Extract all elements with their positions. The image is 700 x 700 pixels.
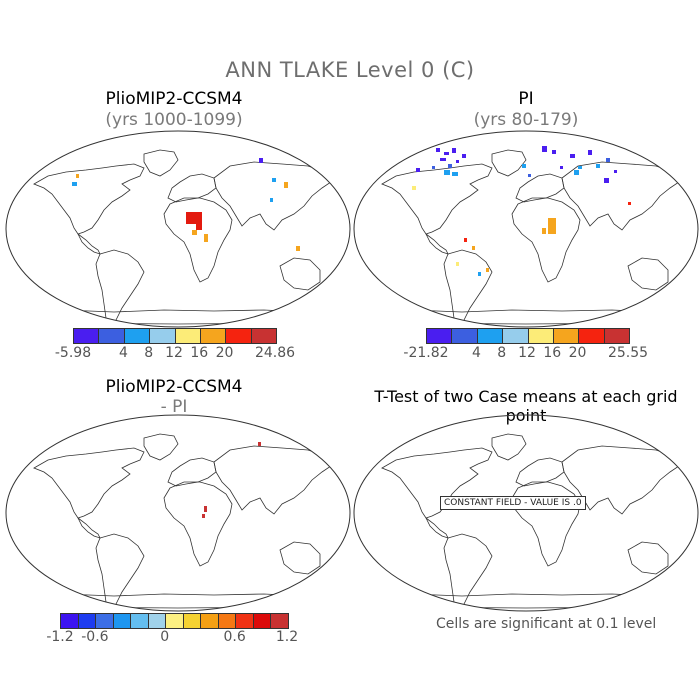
colorbar-swatch bbox=[477, 329, 504, 343]
colorbar-swatch bbox=[236, 614, 254, 628]
colorbar-tick-label: -5.98 bbox=[54, 345, 92, 361]
panel4-map bbox=[353, 414, 699, 612]
main-title: ANN TLAKE Level 0 (C) bbox=[225, 58, 475, 82]
colorbar-swatch bbox=[218, 614, 237, 628]
panel3-subtitle: - PI bbox=[160, 397, 188, 417]
panel2-lake-cells bbox=[412, 146, 631, 276]
colorbar-swatch bbox=[99, 329, 125, 343]
colorbar-swatch bbox=[427, 329, 453, 343]
panel1-lake-cells bbox=[72, 158, 300, 251]
panel1-colorbar-labels: -5.98 4 8 12 16 20 24.86 bbox=[40, 345, 310, 363]
colorbar-swatch bbox=[271, 614, 288, 628]
panel3-map bbox=[5, 414, 351, 612]
colorbar-swatch bbox=[148, 614, 167, 628]
panel1-subtitle: (yrs 1000-1099) bbox=[105, 110, 243, 130]
panel3-title: PlioMIP2-CCSM4 bbox=[105, 377, 243, 397]
colorbar-tick-label: 25.55 bbox=[607, 345, 649, 361]
constant-field-label: CONSTANT FIELD - VALUE IS .0 bbox=[440, 496, 586, 510]
colorbar-swatch bbox=[124, 329, 151, 343]
colorbar-tick-label: 4 bbox=[119, 345, 128, 361]
colorbar-swatch bbox=[150, 329, 176, 343]
colorbar-swatch bbox=[201, 614, 219, 628]
colorbar-swatch bbox=[61, 614, 79, 628]
panel2-colorbar bbox=[426, 328, 630, 344]
panel3-diff-cells bbox=[202, 442, 261, 518]
colorbar-swatch bbox=[183, 614, 202, 628]
colorbar-swatch bbox=[579, 329, 605, 343]
colorbar-tick-label: 12 bbox=[518, 345, 536, 361]
colorbar-tick-label: 16 bbox=[543, 345, 562, 361]
colorbar-tick-label: 1.2 bbox=[275, 629, 299, 645]
colorbar-tick-label: 16 bbox=[190, 345, 209, 361]
colorbar-swatch bbox=[131, 614, 149, 628]
colorbar-swatch bbox=[528, 329, 554, 343]
colorbar-tick-label: 20 bbox=[215, 345, 234, 361]
panel1-colorbar bbox=[73, 328, 277, 344]
panel1-title: PlioMIP2-CCSM4 bbox=[105, 89, 243, 109]
colorbar-swatch bbox=[604, 329, 629, 343]
colorbar-swatch bbox=[452, 329, 478, 343]
panel3-colorbar bbox=[60, 613, 289, 629]
colorbar-swatch bbox=[251, 329, 276, 343]
colorbar-tick-label: -21.82 bbox=[403, 345, 449, 361]
colorbar-tick-label: 12 bbox=[165, 345, 183, 361]
panel2-title: PI bbox=[518, 89, 534, 109]
panel2-map bbox=[353, 130, 699, 328]
panel2-colorbar-labels: -21.82 4 8 12 16 20 25.55 bbox=[393, 345, 663, 363]
colorbar-tick-label: -0.6 bbox=[81, 629, 109, 645]
panel3-colorbar-labels: -1.2 -0.6 0 0.6 1.2 bbox=[38, 629, 308, 647]
colorbar-swatch bbox=[503, 329, 529, 343]
colorbar-swatch bbox=[200, 329, 227, 343]
colorbar-tick-label: 0.6 bbox=[223, 629, 246, 645]
panel1-map bbox=[5, 130, 351, 328]
colorbar-swatch bbox=[166, 614, 184, 628]
panel2-subtitle: (yrs 80-179) bbox=[473, 110, 579, 130]
colorbar-swatch bbox=[78, 614, 97, 628]
colorbar-swatch bbox=[175, 329, 201, 343]
colorbar-swatch bbox=[96, 614, 114, 628]
colorbar-tick-label: 24.86 bbox=[254, 345, 296, 361]
colorbar-tick-label: 0 bbox=[160, 629, 170, 645]
significance-note: Cells are significant at 0.1 level bbox=[436, 616, 657, 632]
colorbar-tick-label: 20 bbox=[568, 345, 587, 361]
colorbar-tick-label: 4 bbox=[472, 345, 481, 361]
colorbar-swatch bbox=[553, 329, 580, 343]
colorbar-tick-label: -1.2 bbox=[46, 629, 74, 645]
colorbar-tick-label: 8 bbox=[144, 345, 154, 361]
colorbar-swatch bbox=[226, 329, 252, 343]
colorbar-tick-label: 8 bbox=[497, 345, 507, 361]
colorbar-swatch bbox=[113, 614, 132, 628]
colorbar-swatch bbox=[74, 329, 100, 343]
colorbar-swatch bbox=[253, 614, 272, 628]
